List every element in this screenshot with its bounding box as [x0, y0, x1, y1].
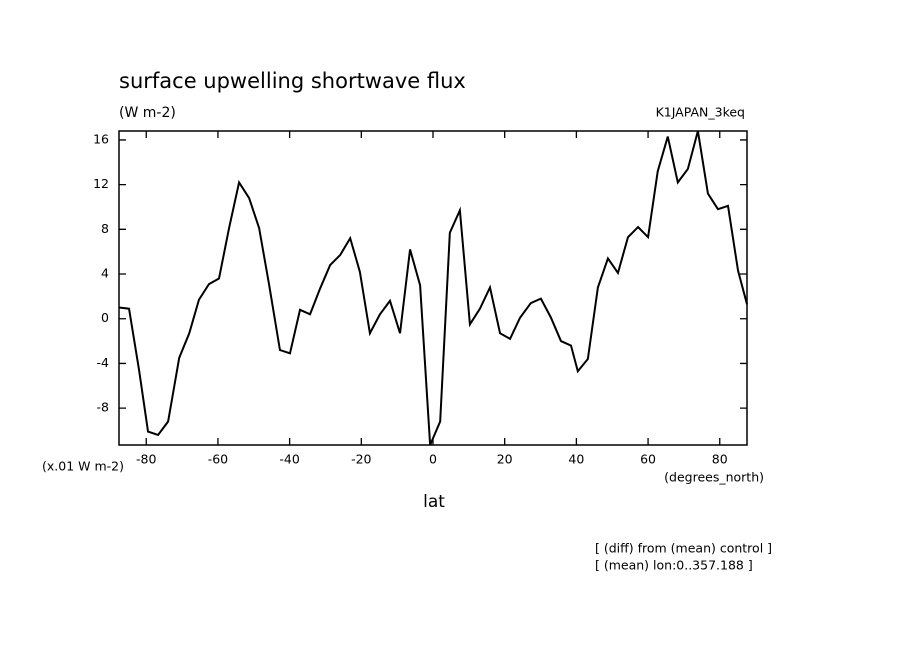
x-units: (degrees_north): [664, 470, 764, 485]
x-tick-label: 0: [429, 452, 437, 467]
y-tick-label: 4: [101, 266, 109, 281]
x-tick-label: -60: [208, 452, 228, 467]
y-tick-label: 12: [93, 176, 109, 191]
y-tick-label: 8: [101, 221, 109, 236]
note: [ (mean) lon:0..357.188 ]: [595, 558, 753, 573]
x-axis-label: lat: [423, 492, 445, 512]
x-tick-label: 20: [497, 452, 513, 467]
chart-title: surface upwelling shortwave flux: [119, 69, 466, 93]
y-tick-label: 16: [93, 131, 109, 146]
x-tick-label: -40: [279, 452, 299, 467]
x-tick-label: 40: [568, 452, 584, 467]
plot-frame: [118, 130, 748, 446]
units: (W m-2): [119, 105, 176, 121]
scale-label: (x.01 W m-2): [42, 459, 124, 474]
note: [ (diff) from (mean) control ]: [595, 541, 772, 556]
x-tick-label: 60: [640, 452, 656, 467]
y-tick-label: -8: [97, 400, 110, 415]
data-line: [118, 130, 748, 446]
x-tick-label: -20: [351, 452, 371, 467]
x-tick-label: 80: [712, 452, 728, 467]
run-label: K1JAPAN_3keq: [656, 105, 745, 120]
x-tick-label: -80: [136, 452, 156, 467]
y-tick-label: 0: [101, 310, 109, 325]
y-tick-label: -4: [97, 355, 110, 370]
